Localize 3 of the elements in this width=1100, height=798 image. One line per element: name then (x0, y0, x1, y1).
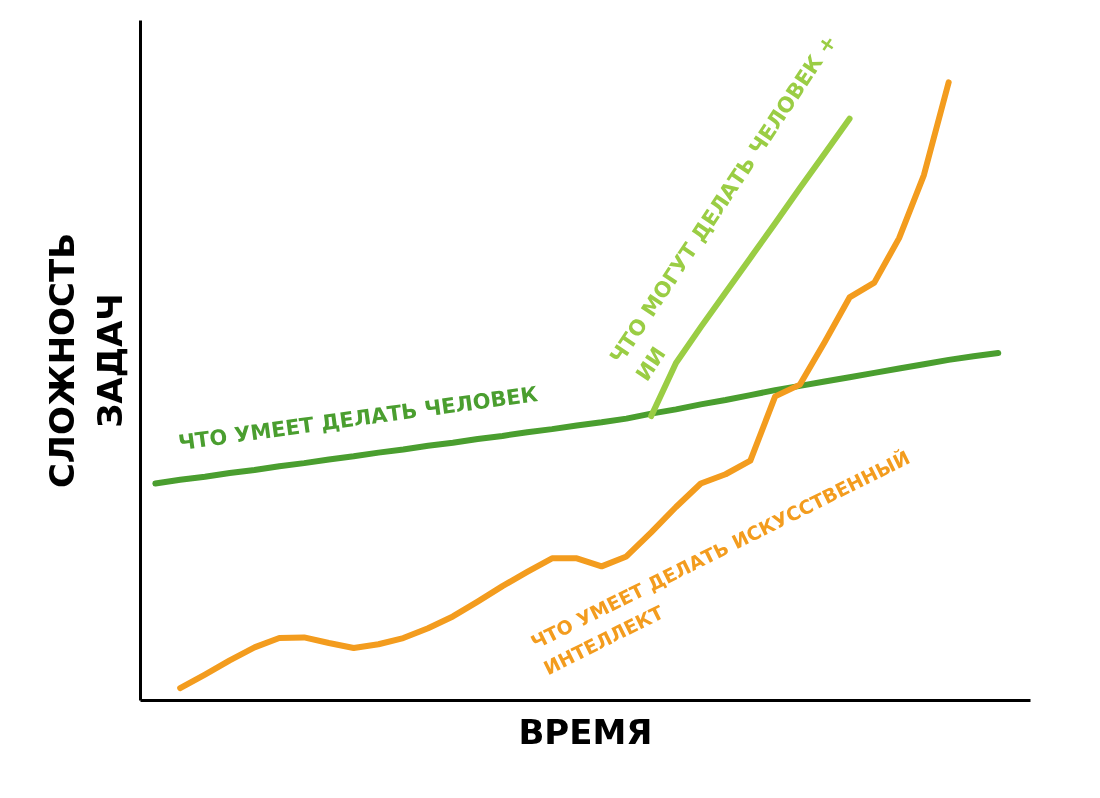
y-axis-title: СЛОЖНОСТЬ ЗАДАЧ (41, 232, 130, 489)
x-axis-title: ВРЕМЯ (518, 711, 653, 752)
text: ЧТО УМЕЕТ ДЕЛАТЬ ЧЕЛОВЕК (176, 382, 540, 456)
